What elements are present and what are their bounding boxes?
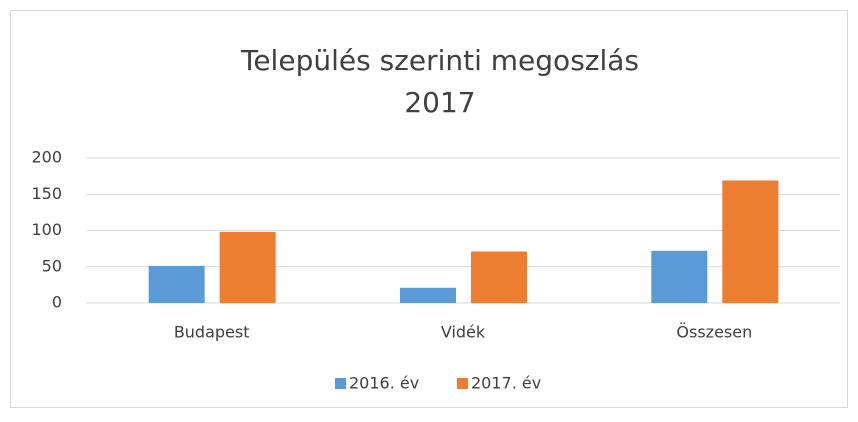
- bar: [219, 231, 276, 303]
- x-tick-label: Budapest: [174, 323, 250, 342]
- chart-title: 2017: [404, 86, 475, 119]
- bar: [651, 250, 708, 303]
- chart-frame: [10, 10, 848, 408]
- y-tick-label: 200: [31, 148, 62, 167]
- x-tick-label: Összesen: [676, 323, 752, 342]
- chart-title: Település szerinti megoszlás: [240, 44, 639, 77]
- legend-swatch: [457, 378, 468, 389]
- x-tick-label: Vidék: [441, 323, 486, 342]
- legend-label: 2016. év: [349, 374, 419, 393]
- legend-label: 2017. év: [471, 374, 541, 393]
- y-tick-label: 150: [31, 184, 62, 203]
- y-tick-label: 0: [52, 293, 62, 312]
- y-tick-label: 100: [31, 220, 62, 239]
- legend-swatch: [335, 378, 346, 389]
- bar: [148, 266, 205, 303]
- bar: [400, 287, 456, 303]
- bar: [722, 180, 779, 303]
- bar: [471, 251, 527, 303]
- y-tick-label: 50: [42, 256, 62, 275]
